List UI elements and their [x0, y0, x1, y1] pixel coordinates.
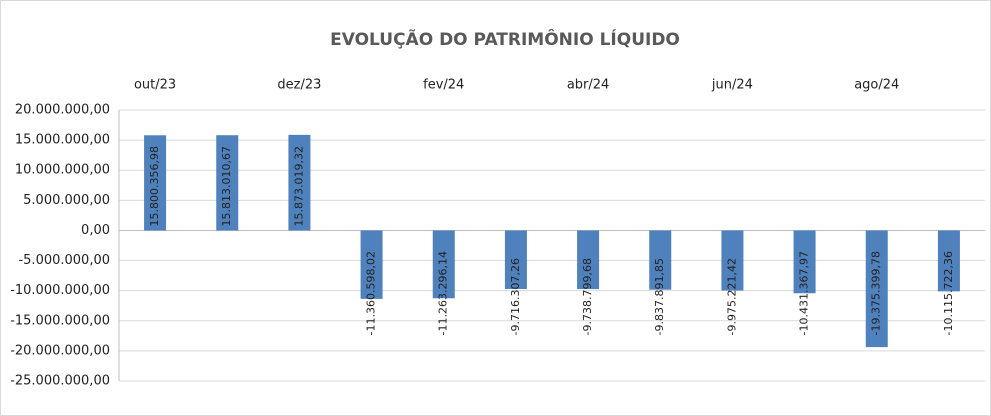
value-label: 15.813.010,67 [220, 146, 233, 226]
bar [937, 230, 960, 292]
bar [865, 230, 888, 348]
y-tick-label: 10.000.000,00 [15, 163, 110, 178]
value-label: -9.975.221,42 [725, 258, 738, 335]
value-label: -11.360.598,02 [365, 251, 378, 335]
value-label: 15.800.356,98 [148, 146, 161, 226]
x-tick-label: fev/24 [423, 78, 464, 93]
y-tick-label: -25.000.000,00 [10, 374, 110, 389]
y-tick-label: 0,00 [81, 223, 110, 238]
y-tick-label: -15.000.000,00 [10, 313, 110, 328]
bar [504, 230, 527, 289]
x-tick-label: jun/24 [711, 78, 753, 93]
y-tick-label: -5.000.000,00 [18, 253, 110, 268]
bar [649, 230, 672, 290]
x-tick-label: ago/24 [854, 78, 899, 93]
value-label: -10.115.722,36 [942, 251, 955, 335]
x-tick-label: dez/23 [277, 78, 321, 93]
value-label: -19.375.399,78 [870, 251, 883, 335]
bar [577, 230, 600, 290]
y-tick-label: -20.000.000,00 [10, 343, 110, 358]
value-label: -9.837.891,85 [653, 258, 666, 335]
value-label: -9.716.307,26 [509, 258, 522, 335]
y-tick-label: 5.000.000,00 [23, 193, 110, 208]
bar [432, 230, 455, 299]
bar [721, 230, 744, 291]
bar [793, 230, 816, 294]
bar [360, 230, 383, 299]
x-tick-label: out/23 [134, 78, 176, 93]
chart-title: EVOLUÇÃO DO PATRIMÔNIO LÍQUIDO [330, 27, 680, 50]
value-label: -9.738.799,68 [581, 258, 594, 335]
bar [144, 135, 167, 231]
y-tick-label: 20.000.000,00 [15, 103, 110, 118]
y-tick-label: -10.000.000,00 [10, 283, 110, 298]
bar [288, 134, 311, 231]
value-label: -11.263.296,14 [437, 251, 450, 335]
value-label: 15.873.019,32 [292, 146, 305, 226]
bar [216, 135, 239, 231]
y-tick-label: 15.000.000,00 [15, 133, 110, 148]
x-tick-label: abr/24 [567, 78, 610, 93]
value-label: -10.431.367,97 [798, 251, 811, 335]
